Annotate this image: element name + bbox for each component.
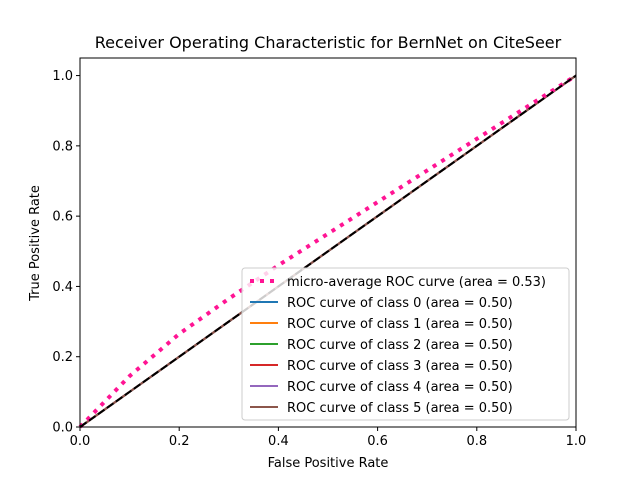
y-tick-label: 0.8 <box>52 139 73 154</box>
micro-average-roc-line <box>78 73 578 429</box>
y-tick-label: 0.0 <box>52 421 73 436</box>
chart-title: Receiver Operating Characteristic for Be… <box>95 33 562 52</box>
y-axis-label: True Positive Rate <box>28 185 43 302</box>
legend-label-class-1: ROC curve of class 1 (area = 0.50) <box>287 317 513 332</box>
x-axis-ticks: 0.0 0.2 0.4 0.6 0.8 1.0 <box>70 427 587 449</box>
x-tick-label: 0.8 <box>466 434 487 449</box>
y-tick-label: 0.2 <box>52 350 73 365</box>
x-axis-label: False Positive Rate <box>268 456 389 471</box>
y-tick-label: 0.4 <box>52 280 73 295</box>
legend-label-micro-average: micro-average ROC curve (area = 0.53) <box>287 275 546 290</box>
legend-box <box>241 267 570 421</box>
legend-label-class-0: ROC curve of class 0 (area = 0.50) <box>287 296 513 311</box>
x-tick-label: 0.0 <box>70 434 91 449</box>
chance-reference-line <box>79 74 577 428</box>
x-tick-label: 0.6 <box>367 434 388 449</box>
x-tick-label: 1.0 <box>566 434 587 449</box>
y-tick-label: 1.0 <box>52 69 73 84</box>
legend-label-class-2: ROC curve of class 2 (area = 0.50) <box>287 338 513 353</box>
x-tick-label: 0.4 <box>268 434 289 449</box>
legend: micro-average ROC curve (area = 0.53) ROC… <box>241 267 570 421</box>
plot-lines <box>78 73 578 429</box>
y-tick-label: 0.6 <box>52 210 73 225</box>
x-tick-label: 0.2 <box>169 434 190 449</box>
y-axis-ticks: 0.0 0.2 0.4 0.6 0.8 1.0 <box>52 69 80 436</box>
legend-label-class-3: ROC curve of class 3 (area = 0.50) <box>287 359 513 374</box>
legend-label-class-5: ROC curve of class 5 (area = 0.50) <box>287 401 513 416</box>
plot-frame <box>79 57 577 428</box>
legend-label-class-4: ROC curve of class 4 (area = 0.50) <box>287 380 513 395</box>
